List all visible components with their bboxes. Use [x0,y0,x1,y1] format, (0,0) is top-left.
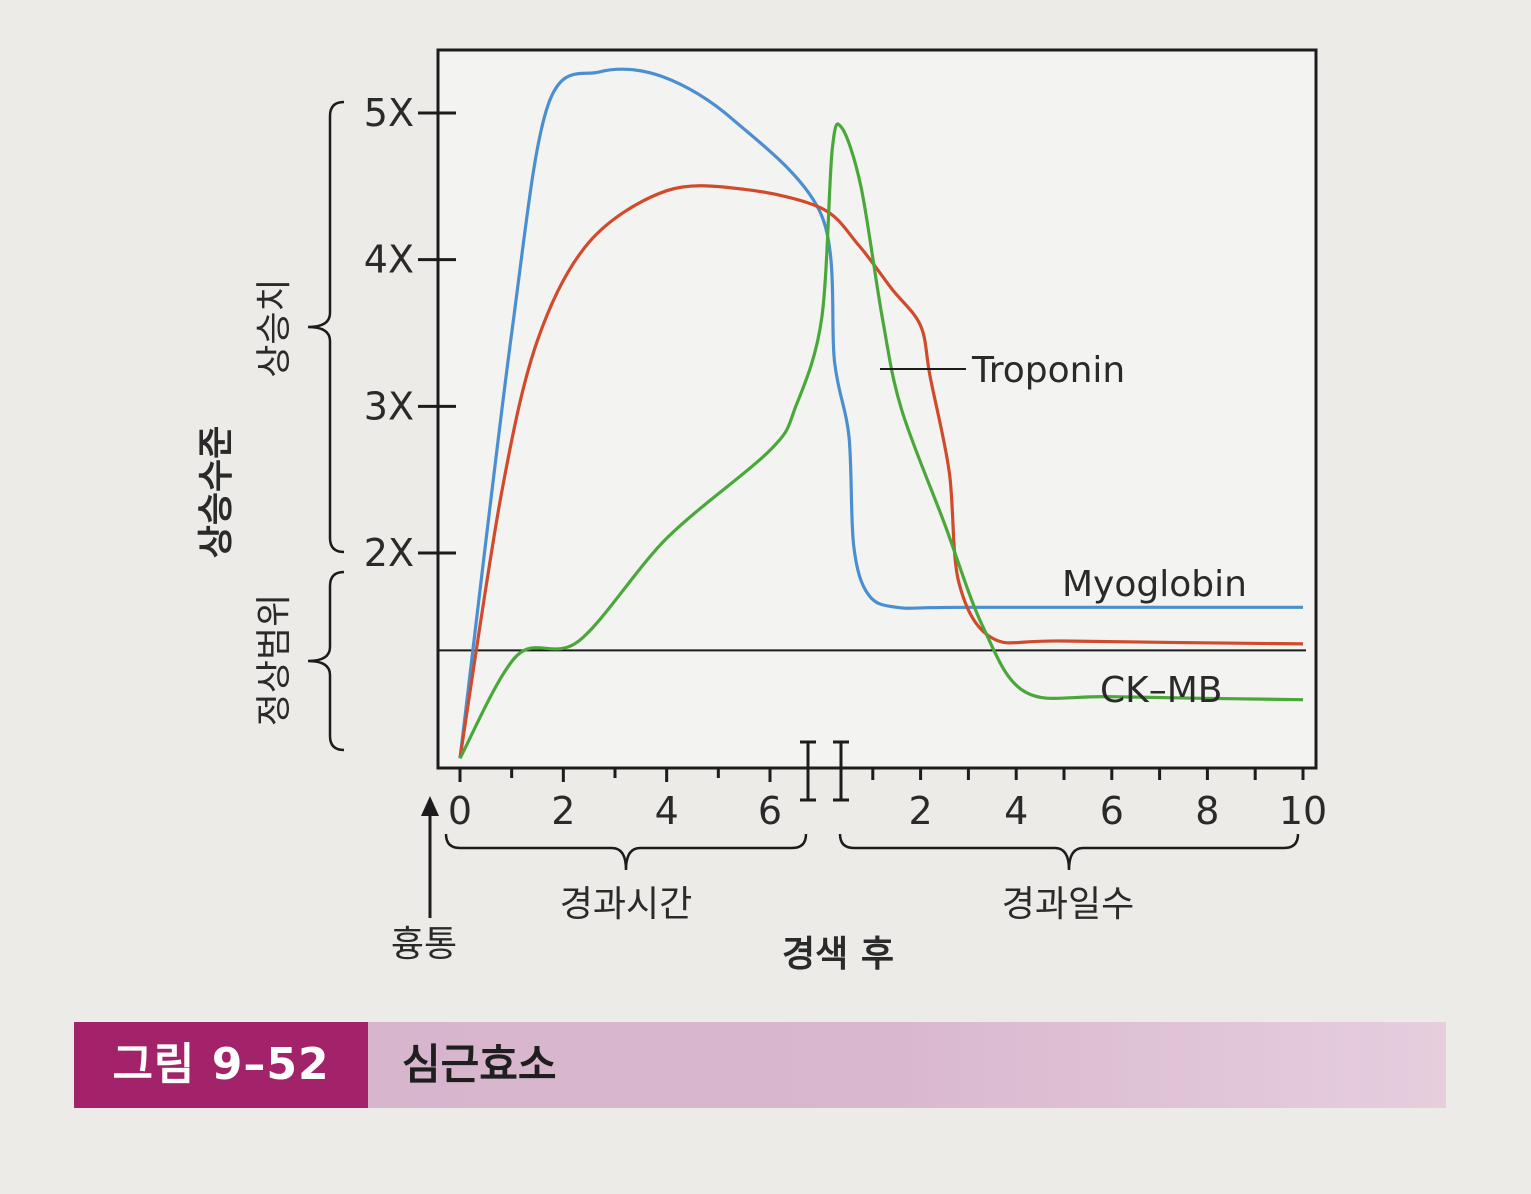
x-tick-label: 4 [1004,789,1028,833]
x-tick-label: 2 [551,789,575,833]
label-hours: 경과시간 [560,884,692,925]
label-elevated: 상승치 [254,278,295,377]
y-tick-label: 5X [364,91,414,135]
x-axis-title: 경색 후 [782,934,894,975]
series-line-myoglobin [458,67,1303,759]
x-tick-label: 2 [909,789,933,833]
brace-elevated [307,100,345,554]
series-label-ckmb: CK–MB [1100,670,1223,711]
y-axis-title: 상승수준 [196,426,237,558]
label-onset: 흉통 [391,924,457,965]
y-tick-label: 2X [364,531,414,575]
label-days: 경과일수 [1002,884,1134,925]
x-tick-label: 6 [758,789,782,833]
brace-hours [444,833,808,871]
figure-number: 그림 9–52 [74,1022,368,1108]
brace-normal [307,570,345,752]
y-tick-label: 4X [364,238,414,282]
plot-frame [436,48,1318,770]
series-label-troponin: Troponin [971,350,1125,391]
brace-days [838,833,1300,871]
x-tick-label: 10 [1279,789,1327,833]
label-normal-range: 정상범위 [254,594,295,726]
x-tick-label: 0 [448,789,472,833]
figure-title: 심근효소 [402,1040,557,1089]
x-tick-label: 4 [655,789,679,833]
y-tick-label: 3X [364,384,414,428]
x-tick-label: 8 [1195,789,1219,833]
x-tick-label: 6 [1100,789,1124,833]
onset-arrow-head [421,796,439,816]
series-label-myoglobin: Myoglobin [1062,564,1247,605]
series-line-ckmb [458,122,1304,760]
